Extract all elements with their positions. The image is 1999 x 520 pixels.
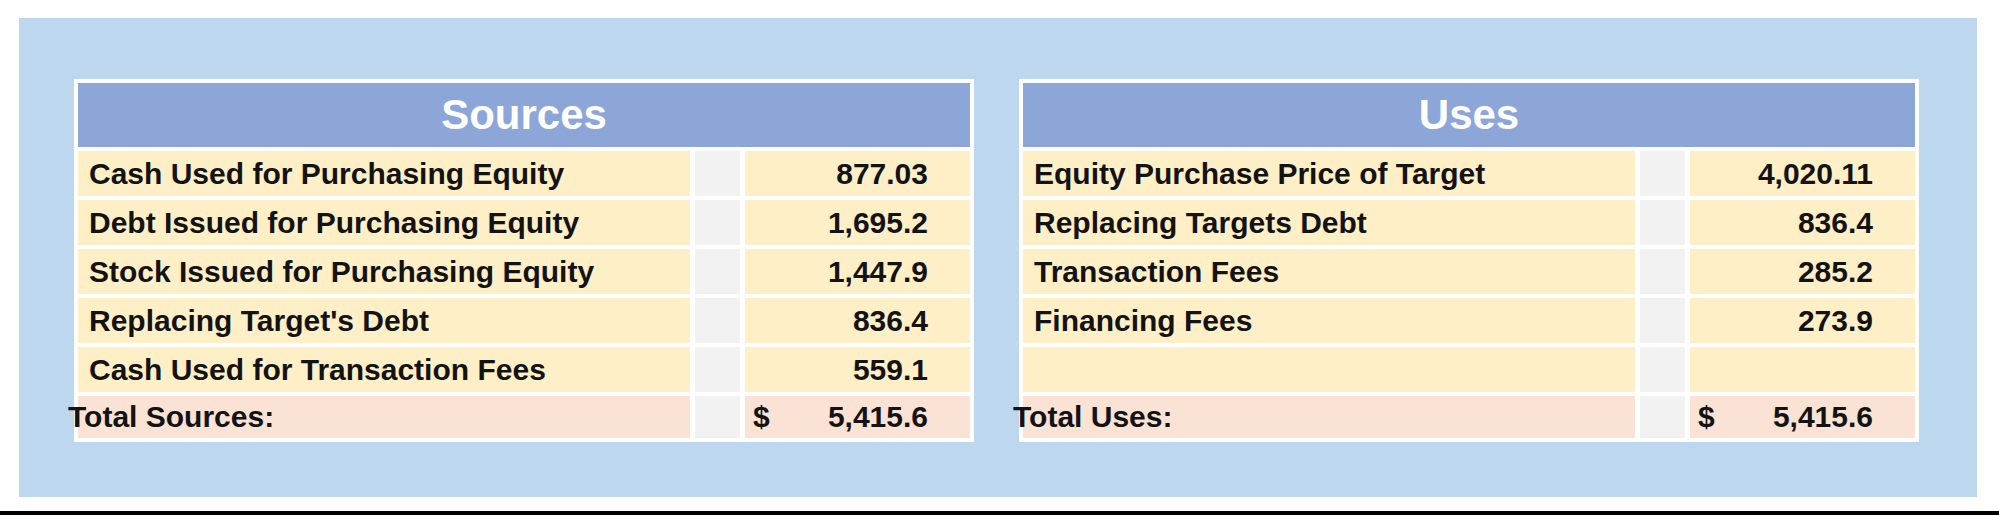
- sources-table: Sources Cash Used for Purchasing Equity 8…: [74, 79, 974, 442]
- row-label-cell: Debt Issued for Purchasing Equity: [78, 200, 690, 245]
- row-value-cell: 273.9: [1690, 298, 1915, 343]
- total-value-cell: $ 5,415.6: [1690, 396, 1915, 438]
- row-value-cell: 4,020.11: [1690, 151, 1915, 196]
- slide-bottom-border: [0, 511, 1999, 515]
- row-label-cell: Replacing Targets Debt: [1023, 200, 1635, 245]
- row-value-cell: 1,447.9: [745, 249, 970, 294]
- total-value: 5,415.6: [828, 400, 928, 434]
- spacer-cell: [695, 298, 740, 343]
- total-label: Total Sources:: [78, 396, 690, 438]
- sources-rows: Cash Used for Purchasing Equity877.03Deb…: [78, 151, 970, 392]
- row-value-cell: 877.03: [745, 151, 970, 196]
- spacer-cell: [1640, 151, 1685, 196]
- spacer-cell: [695, 249, 740, 294]
- table-row: [1023, 347, 1915, 392]
- spacer-cell: [1640, 249, 1685, 294]
- row-value-cell: 285.2: [1690, 249, 1915, 294]
- row-label-cell: Transaction Fees: [1023, 249, 1635, 294]
- row-label-cell: Stock Issued for Purchasing Equity: [78, 249, 690, 294]
- sources-total-row: Total Sources: $ 5,415.6: [78, 396, 970, 438]
- spacer-cell: [695, 200, 740, 245]
- row-label-cell: Cash Used for Purchasing Equity: [78, 151, 690, 196]
- spacer-cell: [695, 347, 740, 392]
- sources-table-title: Sources: [78, 83, 970, 147]
- uses-rows: Equity Purchase Price of Target4,020.11R…: [1023, 151, 1915, 392]
- total-value-cell: $ 5,415.6: [745, 396, 970, 438]
- currency-symbol: $: [753, 400, 770, 434]
- row-label-cell: Replacing Target's Debt: [78, 298, 690, 343]
- total-label: Total Uses:: [1023, 396, 1635, 438]
- row-value-cell: [1690, 347, 1915, 392]
- row-value-cell: 1,695.2: [745, 200, 970, 245]
- spacer-cell: [1640, 200, 1685, 245]
- currency-symbol: $: [1698, 400, 1715, 434]
- row-label-cell: Equity Purchase Price of Target: [1023, 151, 1635, 196]
- row-label-cell: Financing Fees: [1023, 298, 1635, 343]
- spacer-cell: [1640, 396, 1685, 438]
- spacer-cell: [695, 396, 740, 438]
- spacer-cell: [695, 151, 740, 196]
- table-row: Replacing Targets Debt 836.4: [1023, 200, 1915, 245]
- uses-table-title: Uses: [1023, 83, 1915, 147]
- uses-table: Uses Equity Purchase Price of Target 4,02…: [1019, 79, 1919, 442]
- table-row: Stock Issued for Purchasing Equity 1,447.…: [78, 249, 970, 294]
- row-label-cell: [1023, 347, 1635, 392]
- table-row: Transaction Fees 285.2: [1023, 249, 1915, 294]
- spacer-cell: [1640, 298, 1685, 343]
- total-value: 5,415.6: [1773, 400, 1873, 434]
- table-row: Cash Used for Purchasing Equity 877.03: [78, 151, 970, 196]
- uses-total-row: Total Uses: $ 5,415.6: [1023, 396, 1915, 438]
- table-row: Cash Used for Transaction Fees 559.1: [78, 347, 970, 392]
- table-row: Replacing Target's Debt 836.4: [78, 298, 970, 343]
- row-value-cell: 559.1: [745, 347, 970, 392]
- row-value-cell: 836.4: [1690, 200, 1915, 245]
- spacer-cell: [1640, 347, 1685, 392]
- table-row: Financing Fees 273.9: [1023, 298, 1915, 343]
- table-row: Equity Purchase Price of Target 4,020.11: [1023, 151, 1915, 196]
- row-value-cell: 836.4: [745, 298, 970, 343]
- row-label-cell: Cash Used for Transaction Fees: [78, 347, 690, 392]
- table-row: Debt Issued for Purchasing Equity 1,695.2: [78, 200, 970, 245]
